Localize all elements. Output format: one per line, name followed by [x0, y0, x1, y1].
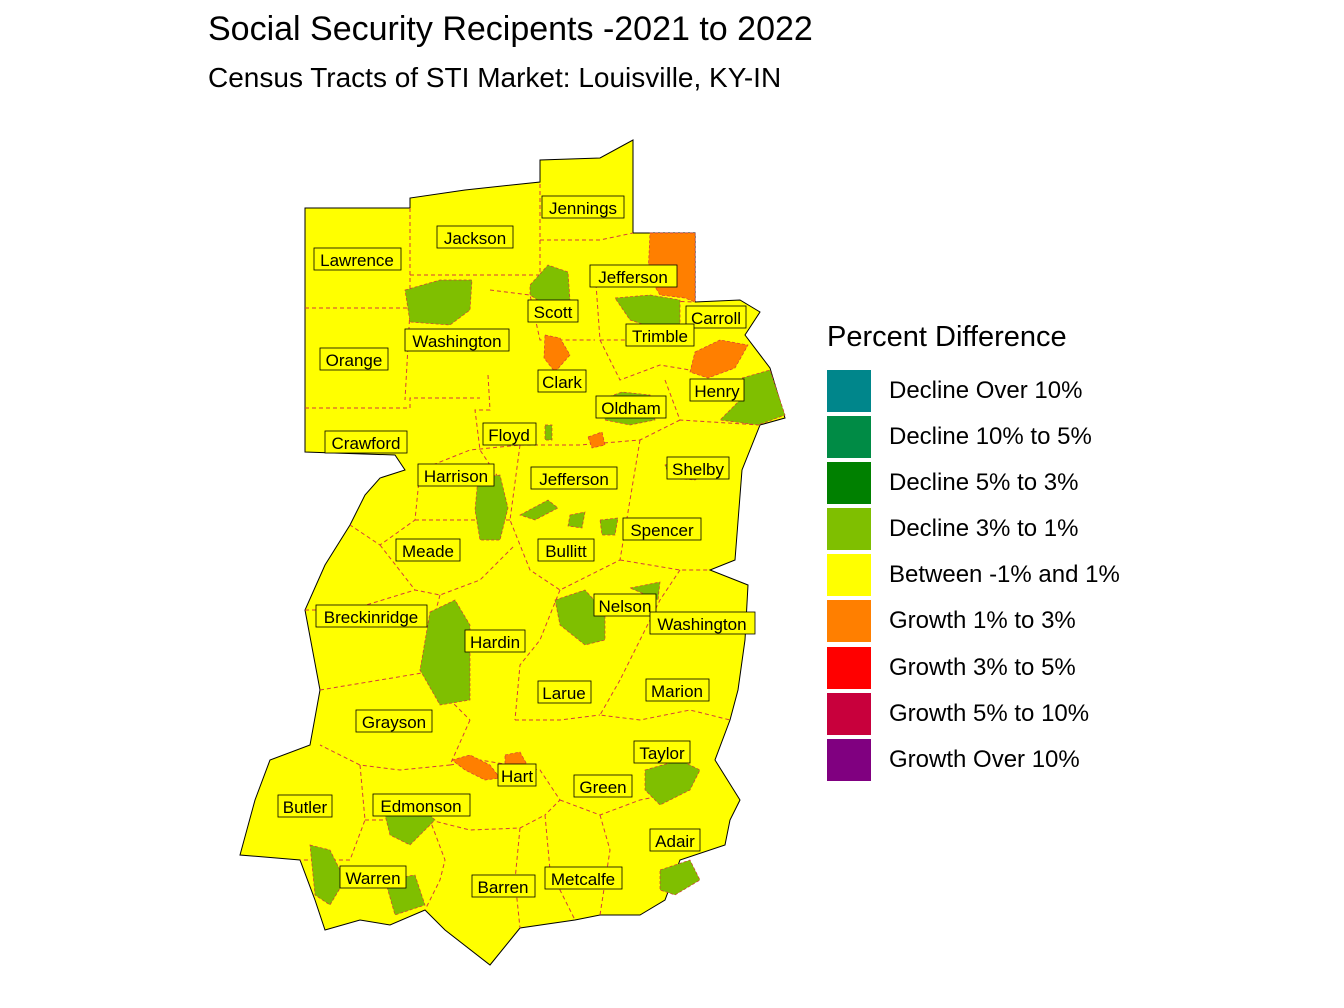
svg-text:Breckinridge: Breckinridge — [324, 608, 419, 627]
svg-text:Harrison: Harrison — [424, 467, 488, 486]
svg-text:Shelby: Shelby — [672, 460, 724, 479]
county-label-jefferson-in: Jefferson — [589, 264, 678, 288]
svg-text:Washington: Washington — [412, 332, 501, 351]
legend-swatch — [827, 693, 871, 735]
legend-label: Decline Over 10% — [889, 377, 1083, 404]
county-label-washington-in: Washington — [404, 328, 510, 352]
legend-label: Between -1% and 1% — [889, 561, 1120, 588]
county-label-washington-ky: Washington — [649, 611, 756, 635]
svg-text:Grayson: Grayson — [362, 713, 426, 732]
county-label-henry: Henry — [689, 378, 745, 402]
svg-text:Hardin: Hardin — [470, 633, 520, 652]
county-label-jefferson-ky: Jefferson — [530, 466, 618, 490]
svg-text:Adair: Adair — [655, 832, 695, 851]
county-label-hart: Hart — [497, 763, 537, 787]
svg-text:Taylor: Taylor — [639, 744, 685, 763]
county-label-larue: Larue — [537, 680, 592, 704]
county-label-jennings: Jennings — [541, 195, 625, 219]
county-labels: Jennings Jackson Lawrence Jefferson Scot… — [277, 195, 756, 898]
svg-text:Jefferson: Jefferson — [539, 470, 609, 489]
county-label-barren: Barren — [471, 874, 536, 898]
legend-label: Decline 5% to 3% — [889, 469, 1079, 496]
county-label-nelson: Nelson — [593, 593, 657, 617]
county-label-crawford: Crawford — [324, 430, 408, 454]
legend-label: Growth Over 10% — [889, 746, 1080, 773]
county-label-butler: Butler — [277, 794, 333, 818]
county-label-floyd: Floyd — [482, 422, 537, 446]
svg-text:Floyd: Floyd — [488, 426, 530, 445]
svg-text:Butler: Butler — [283, 798, 328, 817]
county-label-green: Green — [573, 774, 633, 798]
legend-label: Decline 10% to 5% — [889, 423, 1092, 450]
svg-text:Barren: Barren — [477, 878, 528, 897]
svg-text:Clark: Clark — [542, 373, 582, 392]
legend-title: Percent Difference — [827, 321, 1067, 353]
svg-text:Metcalfe: Metcalfe — [551, 870, 615, 889]
county-label-oldham: Oldham — [595, 395, 667, 419]
legend-label: Growth 1% to 3% — [889, 607, 1076, 634]
county-label-bullitt: Bullitt — [537, 538, 595, 562]
legend-label: Growth 5% to 10% — [889, 700, 1090, 727]
county-label-lawrence: Lawrence — [313, 247, 402, 271]
county-label-marion: Marion — [645, 678, 710, 702]
county-label-carroll: Carroll — [685, 305, 747, 329]
county-label-adair: Adair — [649, 828, 701, 852]
svg-text:Green: Green — [579, 778, 626, 797]
svg-text:Orange: Orange — [326, 351, 383, 370]
county-label-spencer: Spencer — [622, 517, 702, 541]
legend-swatch — [827, 416, 871, 458]
legend-swatch — [827, 739, 871, 781]
legend-label: Decline 3% to 1% — [889, 515, 1079, 542]
svg-text:Marion: Marion — [651, 682, 703, 701]
svg-text:Lawrence: Lawrence — [320, 251, 394, 270]
county-label-trimble: Trimble — [625, 323, 695, 347]
svg-text:Nelson: Nelson — [599, 597, 652, 616]
svg-text:Spencer: Spencer — [630, 521, 694, 540]
svg-text:Henry: Henry — [694, 382, 740, 401]
svg-text:Oldham: Oldham — [601, 399, 661, 418]
svg-text:Jefferson: Jefferson — [598, 268, 668, 287]
svg-text:Edmonson: Edmonson — [380, 797, 461, 816]
legend-label: Growth 3% to 5% — [889, 654, 1076, 681]
legend-swatch — [827, 554, 871, 596]
svg-text:Bullitt: Bullitt — [545, 542, 587, 561]
legend-swatch — [827, 647, 871, 689]
county-label-grayson: Grayson — [355, 709, 433, 733]
county-label-jackson: Jackson — [436, 225, 514, 249]
svg-text:Jackson: Jackson — [444, 229, 506, 248]
county-label-taylor: Taylor — [633, 740, 691, 764]
svg-text:Crawford: Crawford — [332, 434, 401, 453]
legend-swatch — [827, 370, 871, 412]
map-subtitle: Census Tracts of STI Market: Louisville,… — [208, 62, 782, 93]
map-title: Social Security Recipents -2021 to 2022 — [208, 10, 813, 48]
svg-text:Carroll: Carroll — [691, 309, 741, 328]
svg-text:Meade: Meade — [402, 542, 454, 561]
county-label-orange: Orange — [319, 347, 389, 371]
svg-text:Jennings: Jennings — [549, 199, 617, 218]
county-label-scott: Scott — [527, 299, 579, 323]
svg-text:Warren: Warren — [345, 869, 400, 888]
county-label-harrison: Harrison — [417, 463, 495, 487]
svg-text:Larue: Larue — [542, 684, 585, 703]
svg-text:Trimble: Trimble — [632, 327, 688, 346]
legend-swatch — [827, 600, 871, 642]
county-label-clark: Clark — [537, 369, 587, 393]
county-label-shelby: Shelby — [666, 456, 730, 480]
svg-text:Washington: Washington — [657, 615, 746, 634]
county-label-metcalfe: Metcalfe — [544, 866, 623, 890]
svg-text:Hart: Hart — [501, 767, 533, 786]
svg-text:Scott: Scott — [534, 303, 573, 322]
county-label-hardin: Hardin — [464, 629, 526, 653]
county-label-breckinridge: Breckinridge — [315, 604, 428, 628]
county-label-warren: Warren — [339, 865, 407, 889]
legend-swatch — [827, 462, 871, 504]
legend-swatch — [827, 508, 871, 550]
county-label-meade: Meade — [395, 538, 461, 562]
county-label-edmonson: Edmonson — [372, 793, 471, 817]
